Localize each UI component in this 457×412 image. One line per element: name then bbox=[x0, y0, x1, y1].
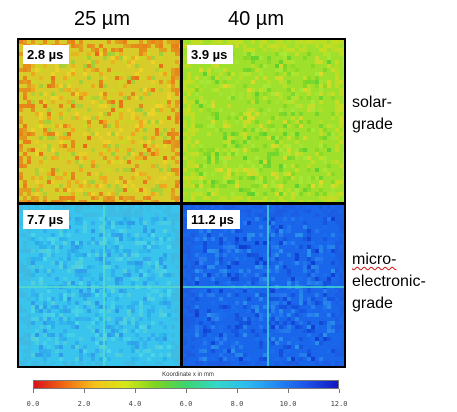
lifetime-map-image bbox=[19, 40, 180, 202]
color-scale-tick-label: 4.0 bbox=[128, 400, 142, 408]
color-scale-tick-label: 10.0 bbox=[279, 400, 297, 408]
color-scale-tick-label: 6.0 bbox=[179, 400, 193, 408]
row-label-line: grade bbox=[352, 116, 393, 133]
column-label-25um: 25 µm bbox=[74, 8, 130, 30]
color-scale-tick-label: 12.0 bbox=[330, 400, 348, 408]
color-scale-tick-mark bbox=[84, 389, 85, 393]
panel-solar-25um: 2.8 µs bbox=[19, 40, 180, 202]
panel-micro-25um: 7.7 µs bbox=[19, 205, 180, 366]
panel-micro-40um: 11.2 µs bbox=[183, 205, 344, 366]
column-label-40um: 40 µm bbox=[228, 8, 284, 30]
color-scale-tick-label: 2.0 bbox=[77, 400, 91, 408]
color-scale-bar bbox=[33, 380, 339, 389]
color-scale-title: Koordinate x in mm bbox=[162, 372, 214, 378]
color-scale-tick-label: 0.0 bbox=[26, 400, 40, 408]
color-scale-tick-mark bbox=[237, 389, 238, 393]
color-scale-tick-mark bbox=[33, 389, 34, 393]
panel-solar-40um: 3.9 µs bbox=[183, 40, 344, 202]
lifetime-map-image bbox=[183, 40, 344, 202]
color-scale-tick-mark bbox=[186, 389, 187, 393]
color-scale-tick-mark bbox=[288, 389, 289, 393]
row-label-solar-grade: solar- grade bbox=[352, 92, 393, 136]
color-scale-tick-mark bbox=[135, 389, 136, 393]
row-label-line: solar- bbox=[352, 94, 393, 111]
lifetime-value-label: 2.8 µs bbox=[23, 45, 70, 64]
row-label-microelectronic-grade: micro- electronic- grade bbox=[352, 249, 426, 315]
color-scale-legend: Koordinate x in mm 0.0 2.0 4.0 6.0 8.0 10.0 12… bbox=[27, 372, 349, 412]
row-label-line: electronic- bbox=[352, 273, 426, 290]
row-label-line: micro- bbox=[352, 251, 397, 268]
lifetime-map-image bbox=[19, 205, 180, 366]
lifetime-value-label: 3.9 µs bbox=[187, 45, 234, 64]
lifetime-value-label: 11.2 µs bbox=[187, 210, 240, 229]
row-label-line: grade bbox=[352, 295, 393, 312]
color-scale-tick-mark bbox=[339, 389, 340, 393]
lifetime-map-grid: 2.8 µs 3.9 µs 7.7 µs 11.2 µs bbox=[17, 38, 346, 368]
color-scale-tick-label: 8.0 bbox=[230, 400, 244, 408]
lifetime-value-label: 7.7 µs bbox=[23, 210, 70, 229]
lifetime-map-image bbox=[183, 205, 344, 366]
